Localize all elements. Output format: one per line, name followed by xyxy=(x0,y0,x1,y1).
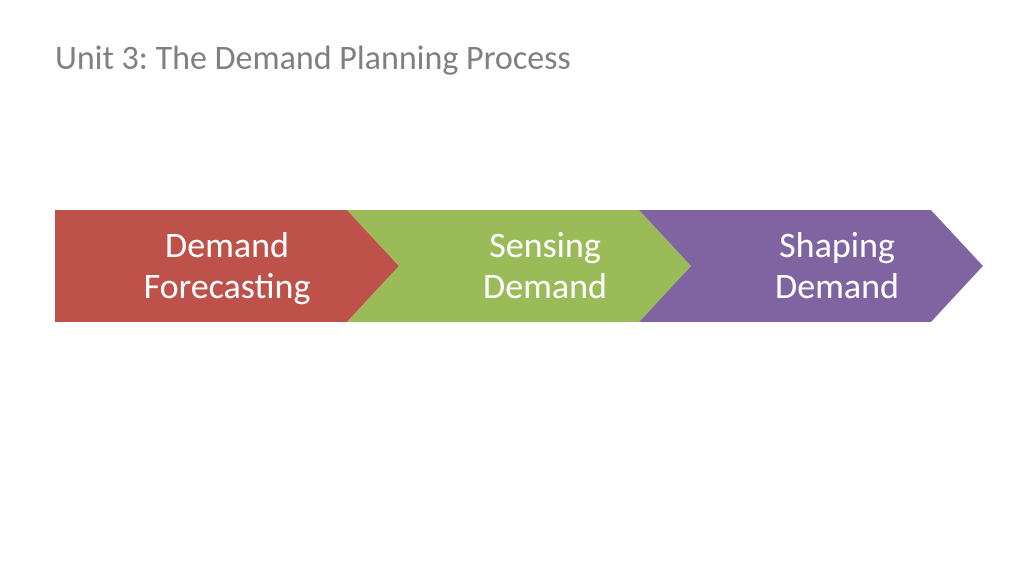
slide-title: Unit 3: The Demand Planning Process xyxy=(55,38,571,79)
chevron-label-0: Demand Forecasting xyxy=(55,210,399,322)
chevron-label-2: Shaping Demand xyxy=(691,210,983,322)
slide: Unit 3: The Demand Planning Process Dema… xyxy=(0,0,1024,576)
chevron-label-1: Sensing Demand xyxy=(399,210,691,322)
process-chevron-diagram: Demand ForecastingSensing DemandShaping … xyxy=(55,210,985,322)
